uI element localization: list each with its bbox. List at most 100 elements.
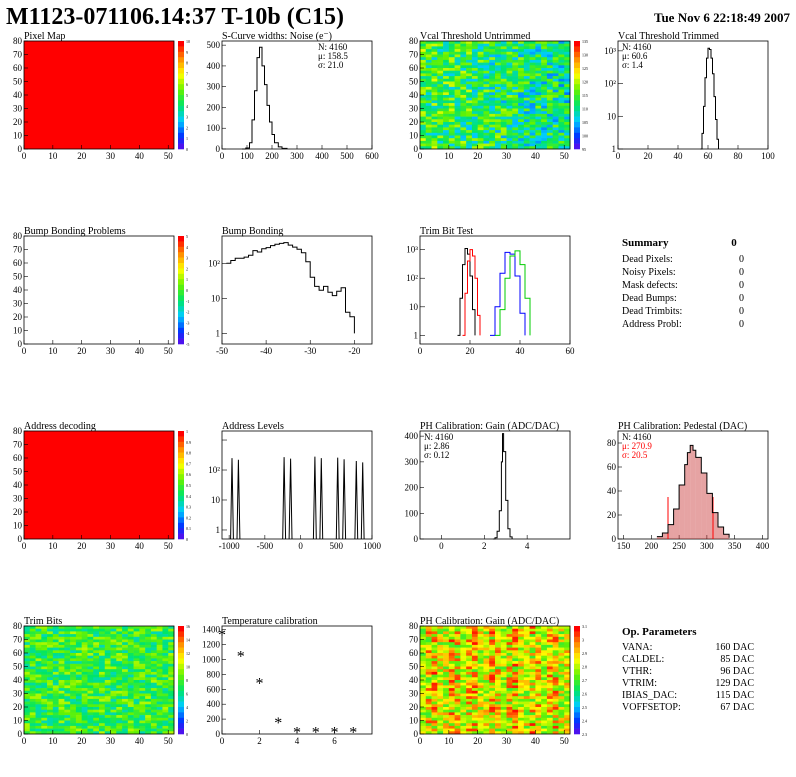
heatmap-cell bbox=[483, 634, 490, 638]
heatmap-cell bbox=[564, 701, 571, 705]
heatmap-cell bbox=[466, 89, 473, 93]
heatmap-cell bbox=[431, 642, 438, 646]
heatmap-cell bbox=[535, 644, 542, 648]
heatmap-cell bbox=[535, 690, 542, 694]
x-tick-label: 0 bbox=[616, 151, 621, 161]
palette-swatch bbox=[178, 468, 184, 475]
heatmap-cell bbox=[431, 639, 438, 643]
heatmap-cell bbox=[116, 688, 123, 692]
heatmap-cell bbox=[81, 690, 88, 694]
heatmap-cell bbox=[460, 671, 467, 675]
heatmap-cell bbox=[564, 62, 571, 66]
heatmap-cell bbox=[75, 644, 82, 648]
heatmap-cell bbox=[541, 86, 548, 90]
heatmap-cell bbox=[139, 639, 146, 643]
heatmap-cell bbox=[70, 682, 77, 686]
heatmap-cell bbox=[64, 650, 71, 654]
heatmap-cell bbox=[448, 707, 455, 710]
heatmap-cell bbox=[558, 140, 565, 144]
heatmap-cell bbox=[535, 54, 542, 58]
palette-swatch bbox=[574, 674, 580, 681]
heatmap-cell bbox=[58, 693, 65, 697]
heatmap-cell bbox=[541, 127, 548, 131]
heatmap-cell bbox=[133, 723, 140, 727]
heatmap-cell bbox=[535, 650, 542, 654]
heatmap-cell bbox=[64, 655, 71, 659]
heatmap-cell bbox=[425, 119, 432, 123]
heatmap-cell bbox=[93, 628, 100, 632]
heatmap-cell bbox=[425, 100, 432, 104]
heatmap-cell bbox=[420, 674, 427, 678]
heatmap-cell bbox=[431, 119, 438, 123]
heatmap-cell bbox=[512, 132, 519, 136]
heatmap-cell bbox=[471, 693, 478, 697]
heatmap-cell bbox=[466, 105, 473, 109]
heatmap-cell bbox=[47, 653, 54, 656]
heatmap-cell bbox=[437, 68, 444, 71]
heatmap-cell bbox=[460, 717, 467, 721]
heatmap-cell bbox=[523, 631, 530, 635]
y-tick-label: 200 bbox=[405, 483, 419, 493]
heatmap-cell bbox=[116, 658, 123, 662]
heatmap-cell bbox=[133, 634, 140, 638]
heatmap-cell bbox=[162, 658, 169, 662]
heatmap-cell bbox=[506, 111, 513, 115]
heatmap-cell bbox=[437, 639, 444, 643]
heatmap-cell bbox=[558, 68, 565, 71]
heatmap-cell bbox=[460, 43, 467, 47]
heatmap-cell bbox=[437, 712, 444, 716]
heatmap-cell bbox=[431, 78, 438, 82]
heatmap-cell bbox=[454, 68, 461, 71]
heatmap-cell bbox=[546, 682, 553, 686]
heatmap-cell bbox=[116, 650, 123, 654]
heatmap-cell bbox=[437, 658, 444, 662]
heatmap-cell bbox=[512, 663, 519, 667]
scatter-point: * bbox=[293, 725, 301, 742]
heatmap-cell bbox=[122, 709, 129, 713]
heatmap-cell bbox=[512, 723, 519, 727]
heatmap-cell bbox=[443, 720, 450, 724]
heatmap-cell bbox=[420, 655, 427, 659]
heatmap-cell bbox=[495, 105, 502, 109]
heatmap-cell bbox=[483, 653, 490, 656]
heatmap-cell bbox=[535, 642, 542, 646]
heatmap-cell bbox=[483, 688, 490, 692]
heatmap-cell bbox=[93, 707, 100, 710]
palette-swatch bbox=[574, 707, 580, 713]
heatmap-cell bbox=[431, 658, 438, 662]
heatmap-cell bbox=[24, 709, 31, 713]
heatmap-cell bbox=[448, 62, 455, 66]
peak-line bbox=[282, 457, 287, 540]
heatmap-cell bbox=[558, 709, 565, 713]
heatmap-cell bbox=[529, 143, 536, 147]
heatmap-cell bbox=[431, 59, 438, 63]
heatmap-cell bbox=[541, 135, 548, 139]
heatmap-cell bbox=[477, 639, 484, 643]
heatmap-cell bbox=[168, 636, 175, 640]
heatmap-cell bbox=[47, 685, 54, 689]
heatmap-cell bbox=[529, 43, 536, 47]
heatmap-cell bbox=[529, 70, 536, 74]
heatmap-cell bbox=[448, 626, 455, 629]
heatmap-cell bbox=[104, 707, 111, 710]
palette-label: 4 bbox=[186, 104, 188, 109]
heatmap-cell bbox=[506, 701, 513, 705]
heatmap-cell bbox=[506, 73, 513, 77]
heatmap-cell bbox=[483, 86, 490, 90]
heatmap-cell bbox=[541, 671, 548, 675]
heatmap-cell bbox=[512, 130, 519, 134]
heatmap-cell bbox=[64, 725, 71, 729]
heatmap-cell bbox=[471, 70, 478, 74]
heatmap-cell bbox=[139, 682, 146, 686]
heatmap-cell bbox=[104, 685, 111, 689]
heatmap-cell bbox=[495, 113, 502, 117]
heatmap-cell bbox=[477, 113, 484, 117]
heatmap-cell bbox=[558, 696, 565, 700]
heatmap-cell bbox=[564, 685, 571, 689]
heatmap-cell bbox=[552, 116, 559, 120]
heatmap-cell bbox=[466, 111, 473, 115]
heatmap-cell bbox=[535, 103, 542, 107]
heatmap-cell bbox=[489, 677, 496, 681]
heatmap-cell bbox=[466, 725, 473, 729]
heatmap-cell bbox=[443, 105, 450, 109]
